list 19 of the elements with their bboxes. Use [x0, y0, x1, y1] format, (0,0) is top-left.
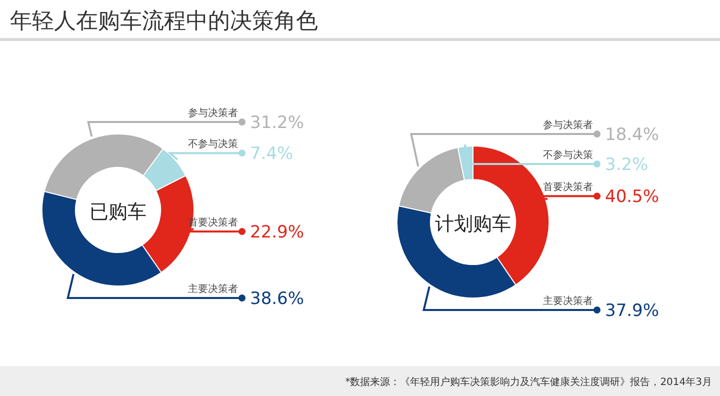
data-label: 31.2% — [250, 113, 304, 133]
data-label: 7.4% — [250, 144, 294, 164]
data-label: 3.2% — [605, 155, 648, 175]
slice-label: 参与决策者 — [188, 107, 238, 119]
data-label: 40.5% — [605, 187, 660, 208]
chart-title: 年轻人在购车流程中的决策角色 — [10, 9, 318, 34]
text: *数据来源：《年轻用户购车决策影响力及汽车健康关注度调研》报告，2014年3月 — [345, 376, 712, 388]
slice-label: 主要决策者 — [543, 295, 593, 307]
text: 已购车 — [90, 201, 146, 223]
slice-label: 不参与决策 — [543, 149, 593, 161]
data-label: 22.9% — [250, 222, 304, 243]
slice-label: 主要决策者 — [188, 283, 238, 295]
slice-label: 首要决策者 — [543, 181, 593, 194]
slice-label: 不参与决策 — [188, 138, 238, 150]
data-label: 18.4% — [605, 125, 660, 145]
slice-label: 参与决策者 — [543, 119, 593, 131]
data-label: 37.9% — [605, 301, 660, 321]
data-label: 38.6% — [250, 289, 304, 309]
text: 计划购车 — [435, 213, 511, 235]
